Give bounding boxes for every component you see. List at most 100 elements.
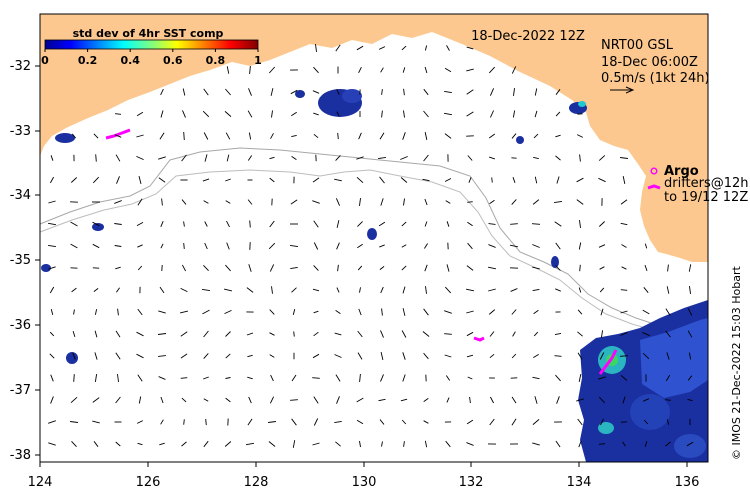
current-vector	[269, 220, 275, 228]
current-vector	[271, 286, 273, 294]
current-vector	[334, 178, 342, 182]
current-vector	[337, 264, 339, 272]
current-vector	[291, 111, 297, 117]
current-vector	[620, 375, 628, 381]
current-vector	[555, 111, 561, 117]
current-vector	[291, 134, 297, 138]
current-vector	[312, 177, 320, 183]
current-vector	[313, 242, 319, 250]
x-tick-label: 136	[675, 475, 700, 490]
current-vector	[666, 419, 670, 425]
current-vector	[313, 112, 319, 116]
current-vector	[158, 355, 166, 357]
current-vector	[182, 110, 186, 118]
current-vector	[446, 397, 450, 403]
current-vector	[665, 374, 671, 382]
current-vector	[401, 244, 407, 248]
current-vector	[532, 244, 540, 248]
current-vector	[466, 111, 474, 117]
current-vector	[423, 352, 429, 360]
current-vector	[312, 200, 320, 204]
current-vector	[203, 264, 209, 272]
scale-label: 0.5m/s (1kt 24h)	[601, 71, 710, 86]
current-vector	[181, 441, 187, 447]
current-vector	[312, 353, 320, 359]
current-vector	[248, 264, 252, 272]
current-vector	[424, 243, 428, 249]
current-vector	[247, 155, 253, 161]
current-vector	[117, 308, 119, 316]
current-vector	[48, 442, 56, 446]
current-vector	[203, 330, 209, 338]
current-vector	[290, 199, 298, 205]
current-vector	[224, 441, 232, 447]
current-vector	[269, 332, 275, 336]
current-vector	[136, 155, 144, 161]
current-vector	[381, 110, 383, 118]
current-vector	[600, 418, 604, 426]
current-vector	[488, 156, 496, 160]
current-vector	[512, 177, 516, 183]
current-vector	[554, 200, 562, 204]
current-vector	[532, 288, 540, 292]
current-vector	[248, 396, 252, 404]
current-vector	[49, 286, 55, 294]
current-vector	[183, 419, 185, 425]
current-vector	[115, 352, 121, 360]
current-vector	[357, 243, 363, 249]
current-vector	[313, 220, 319, 228]
current-vector	[138, 175, 142, 185]
current-vector	[183, 243, 185, 249]
current-vector	[446, 264, 450, 272]
current-vector	[137, 244, 143, 248]
current-vector	[534, 176, 538, 184]
current-vector	[336, 287, 340, 293]
x-tick-label: 134	[567, 475, 592, 490]
current-vector	[50, 396, 54, 404]
current-vector	[403, 441, 405, 447]
current-vector	[622, 176, 626, 184]
current-vector	[532, 199, 540, 205]
current-vector	[157, 333, 167, 335]
current-vector	[555, 374, 561, 382]
current-vector	[249, 66, 251, 74]
current-vector	[359, 287, 361, 293]
current-vector	[511, 133, 517, 139]
current-vector	[312, 377, 320, 379]
current-vector	[114, 134, 122, 138]
current-vector	[402, 132, 406, 140]
current-vector	[532, 376, 540, 380]
current-vector	[202, 309, 210, 315]
current-vector	[226, 66, 230, 74]
current-vector	[488, 309, 496, 315]
current-vector	[180, 287, 188, 293]
current-vector	[269, 396, 275, 404]
current-vector	[92, 221, 100, 227]
current-vector	[401, 265, 407, 271]
current-vector	[642, 398, 650, 402]
current-vector	[380, 330, 384, 338]
product-time: 18-Dec 06:00Z	[601, 55, 698, 70]
current-vector	[466, 68, 474, 72]
current-vector	[488, 288, 496, 292]
current-vector	[92, 243, 100, 249]
current-vector	[576, 199, 584, 205]
current-vector	[444, 67, 452, 73]
current-vector	[202, 178, 210, 182]
current-vector	[424, 440, 428, 448]
current-vector	[620, 289, 628, 291]
current-vector	[291, 374, 297, 382]
current-vector	[137, 198, 143, 206]
current-vector	[224, 309, 232, 315]
current-vector	[290, 266, 298, 270]
current-vector	[48, 266, 56, 270]
colorbar-tick-label: 0.6	[163, 54, 183, 67]
current-vector	[510, 223, 518, 225]
current-vector	[312, 90, 320, 94]
current-vector	[444, 133, 452, 139]
current-vector	[402, 308, 406, 316]
current-vector	[620, 222, 628, 226]
colorbar-tick-label: 1	[254, 54, 262, 67]
current-vector	[445, 375, 451, 381]
current-vector	[380, 351, 384, 361]
